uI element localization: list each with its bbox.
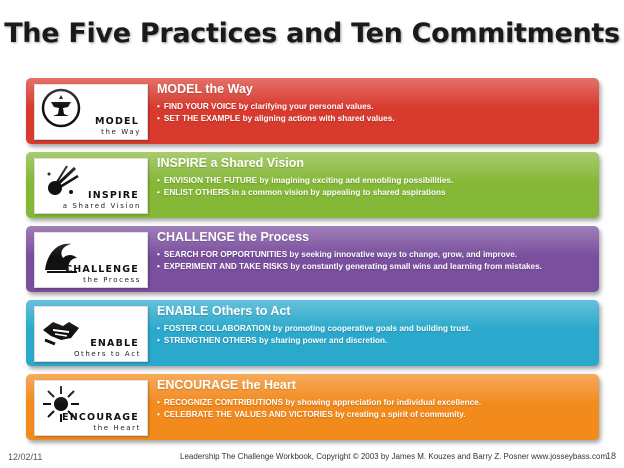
logo-word: MODEL [95, 116, 139, 127]
practice-text: CHALLENGE the Process • SEARCH FOR OPPORT… [157, 230, 591, 273]
practice-band-enable: ENABLE Others to Act ENABLE Others to Ac… [26, 300, 599, 366]
commitment-lead: STRENGTHEN OTHERS [163, 336, 257, 345]
logo-subtitle: a Shared Vision [62, 202, 141, 210]
commitment-item: • STRENGTHEN OTHERS by sharing power and … [157, 336, 388, 345]
commitment-rest: by creating a spirit of community. [332, 410, 466, 419]
practice-heading: CHALLENGE the Process [157, 230, 310, 244]
commitment-rest: by seeking innovative ways to change, gr… [287, 250, 518, 259]
comet-icon [47, 165, 79, 195]
commitment-rest: in a common vision by appealing to share… [229, 188, 446, 197]
logo-subtitle: Others to Act [73, 350, 141, 358]
commitment-rest: by clarifying your personal values. [236, 102, 374, 111]
practice-text: MODEL the Way • FIND YOUR VOICE by clarif… [157, 82, 591, 125]
page-number: 18 [605, 451, 616, 461]
practice-logo: ENCOURAGE the Heart [34, 380, 148, 436]
footer-credit: Leadership The Challenge Workbook, Copyr… [180, 452, 608, 461]
commitment-item: • SET THE EXAMPLE by aligning actions wit… [157, 114, 395, 123]
handshake-icon [43, 322, 79, 346]
slide-title: The Five Practices and Ten Commitments [4, 18, 620, 49]
commitment-item: • ENLIST OTHERS in a common vision by app… [157, 188, 446, 197]
commitment-rest: by showing appreciation for individual e… [283, 398, 481, 407]
sunburst-icon [43, 386, 79, 422]
logo-subtitle: the Heart [93, 424, 141, 432]
wave-icon [45, 243, 77, 273]
practice-band-model: MODEL the Way MODEL the Way • FIND YOUR V… [26, 78, 599, 144]
practice-text: ENABLE Others to Act • FOSTER COLLABORATI… [157, 304, 591, 347]
practice-logo: MODEL the Way [34, 84, 148, 140]
practice-text: INSPIRE a Shared Vision • ENVISION THE FU… [157, 156, 591, 199]
practice-logo: ENABLE Others to Act [34, 306, 148, 362]
commitment-rest: by aligning actions with shared values. [240, 114, 395, 123]
commitment-lead: RECOGNIZE CONTRIBUTIONS [163, 398, 284, 407]
commitment-lead: ENVISION THE FUTURE [163, 176, 258, 185]
practice-heading: ENABLE Others to Act [157, 304, 291, 318]
commitment-lead: FIND YOUR VOICE [163, 102, 237, 111]
commitment-rest: by constantly generating small wins and … [288, 262, 542, 271]
practice-band-inspire: INSPIRE a Shared Vision INSPIRE a Shared… [26, 152, 599, 218]
logo-word: ENABLE [90, 338, 139, 349]
commitment-item: • RECOGNIZE CONTRIBUTIONS by showing appr… [157, 398, 481, 407]
logo-word: CHALLENGE [65, 264, 139, 275]
commitment-lead: EXPERIMENT AND TAKE RISKS [163, 262, 289, 271]
commitment-lead: FOSTER COLLABORATION [163, 324, 271, 333]
commitment-lead: ENLIST OTHERS [163, 188, 230, 197]
commitment-item: • EXPERIMENT AND TAKE RISKS by constantly… [157, 262, 542, 271]
practice-heading: ENCOURAGE the Heart [157, 378, 296, 392]
logo-subtitle: the Way [101, 128, 141, 136]
practice-heading: MODEL the Way [157, 82, 253, 96]
commitment-rest: by imagining exciting and ennobling poss… [257, 176, 454, 185]
commitment-item: • SEARCH FOR OPPORTUNITIES by seeking inn… [157, 250, 518, 259]
commitment-item: • FIND YOUR VOICE by clarifying your pers… [157, 102, 374, 111]
commitment-lead: CELEBRATE THE VALUES AND VICTORIES [163, 410, 333, 419]
commitment-lead: SET THE EXAMPLE [163, 114, 241, 123]
practice-band-challenge: CHALLENGE the Process CHALLENGE the Proc… [26, 226, 599, 292]
practice-logo: CHALLENGE the Process [34, 232, 148, 288]
commitment-lead: SEARCH FOR OPPORTUNITIES [163, 250, 288, 259]
logo-subtitle: the Process [83, 276, 141, 284]
logo-word: INSPIRE [87, 190, 139, 201]
commitment-rest: by sharing power and discretion. [256, 336, 388, 345]
commitment-item: • FOSTER COLLABORATION by promoting coope… [157, 324, 471, 333]
logo-word: ENCOURAGE [62, 412, 139, 423]
commitment-item: • CELEBRATE THE VALUES AND VICTORIES by c… [157, 410, 466, 419]
anvil-icon [41, 88, 81, 128]
practice-text: ENCOURAGE the Heart • RECOGNIZE CONTRIBUT… [157, 378, 591, 421]
practice-logo: INSPIRE a Shared Vision [34, 158, 148, 214]
commitment-rest: by promoting cooperative goals and build… [270, 324, 471, 333]
footer-date: 12/02/11 [8, 452, 43, 462]
practice-heading: INSPIRE a Shared Vision [157, 156, 305, 170]
commitment-item: • ENVISION THE FUTURE by imagining exciti… [157, 176, 454, 185]
practice-band-encourage: ENCOURAGE the Heart ENCOURAGE the Heart … [26, 374, 599, 440]
